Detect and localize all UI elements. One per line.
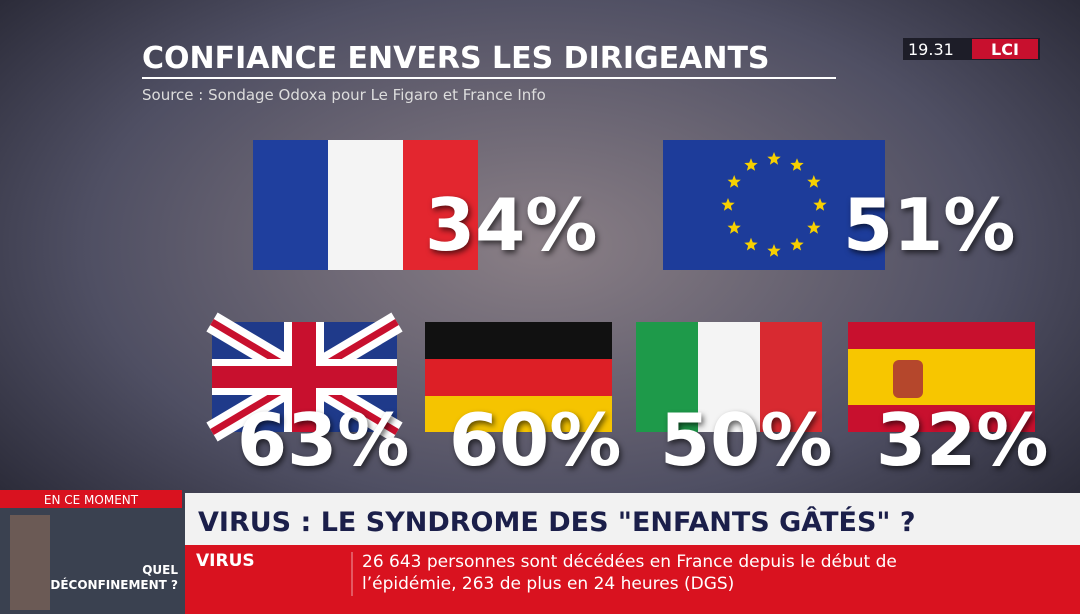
inset-caption: QUEL xyxy=(142,563,178,577)
eu-star xyxy=(767,244,781,257)
eu-star xyxy=(790,158,804,171)
flag-italy xyxy=(636,322,822,432)
inset-label: EN CE MOMENT xyxy=(44,493,139,507)
eu-star xyxy=(807,175,821,188)
flag-germany xyxy=(425,322,612,432)
channel: LCI xyxy=(991,40,1019,59)
eu-star xyxy=(813,198,827,211)
headline: VIRUS : LE SYNDROME DES "ENFANTS GÂTÉS" … xyxy=(198,506,916,538)
inset-figure xyxy=(10,515,50,610)
eu-star xyxy=(727,221,741,234)
eu-star xyxy=(727,175,741,188)
source: Source : Sondage Odoxa pour Le Figaro et… xyxy=(142,86,546,104)
headline-bar xyxy=(185,493,1080,545)
inset-label-box xyxy=(0,490,182,508)
ticker-text: l’épidémie, 263 de plus en 24 heures (DG… xyxy=(362,574,734,594)
result: 32% xyxy=(876,398,1048,482)
result: 60% xyxy=(449,398,621,482)
eu-star xyxy=(744,158,758,171)
title: CONFIANCE ENVERS LES DIRIGEANTS xyxy=(142,41,770,76)
inset-caption: DÉCONFINEMENT ? xyxy=(50,577,178,592)
flag-eu xyxy=(663,140,885,270)
flag-uk xyxy=(206,312,403,442)
flag-france xyxy=(253,140,478,270)
ticker-text: 26 643 personnes sont décédées en France… xyxy=(362,552,897,572)
ticker-tag: VIRUS xyxy=(196,551,255,571)
result: 50% xyxy=(660,398,832,482)
result: 34% xyxy=(425,183,597,267)
eu-star xyxy=(744,237,758,251)
eu-star xyxy=(767,152,781,165)
ticker-bar xyxy=(185,545,1080,614)
eu-star xyxy=(790,237,804,251)
eu-star xyxy=(721,198,735,211)
clock: 19.31 xyxy=(908,40,954,59)
eu-star xyxy=(807,221,821,234)
result: 51% xyxy=(843,183,1015,267)
flag-spain xyxy=(848,322,1035,432)
channel-box xyxy=(972,39,1038,59)
result: 63% xyxy=(237,398,409,482)
